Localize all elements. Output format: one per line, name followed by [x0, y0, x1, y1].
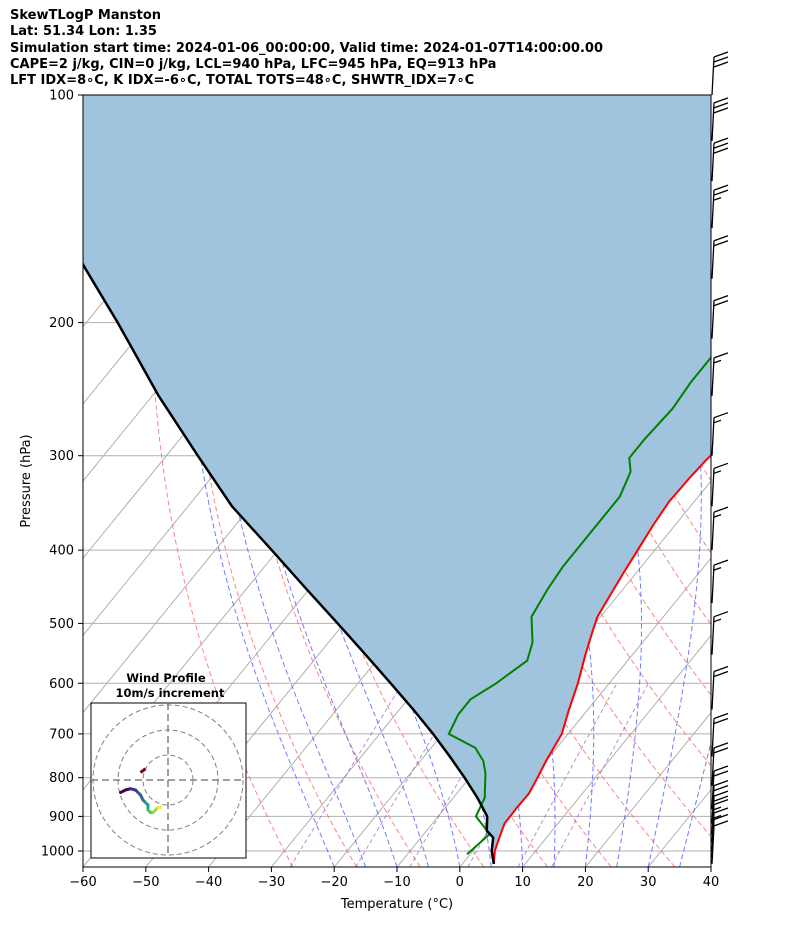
isotherm: [83, 95, 84, 96]
moist-adiabat: [710, 865, 711, 867]
inset-subtitle: 10m/s increment: [116, 686, 225, 700]
x-tick-label: 30: [640, 875, 657, 890]
stability-indices: LFT IDX=8∘C, K IDX=-6∘C, TOTAL TOTS=48∘C…: [10, 73, 475, 89]
x-tick-label: 10: [514, 875, 531, 890]
wind-barb: [711, 412, 729, 456]
y-tick-label: 600: [49, 677, 74, 692]
isotherm: [459, 557, 711, 867]
chart-header: SkewTLogP Manston Lat: 51.34 Lon: 1.35 S…: [10, 8, 603, 89]
simulation-times: Simulation start time: 2024-01-06_00:00:…: [10, 40, 603, 56]
dry-adiabat: [455, 95, 711, 696]
x-tick-label: −60: [69, 875, 96, 890]
station-coords: Lat: 51.34 Lon: 1.35: [10, 24, 157, 40]
x-tick-label: −50: [132, 875, 159, 890]
wind-barb: [711, 765, 729, 810]
wind-barb: [711, 352, 729, 396]
wind-barb: [711, 137, 729, 182]
wind-barb: [711, 665, 729, 710]
mixing-ratio-line: [551, 683, 649, 867]
y-axis-ticks: 100 200 300 400 500 600 700 800 900 1000: [41, 89, 83, 859]
mixing-ratio-line: [289, 683, 403, 867]
hodograph-segment: [139, 767, 147, 774]
parcel-line: [83, 261, 496, 865]
wind-barb: [711, 742, 729, 786]
wind-barb: [711, 294, 729, 339]
wind-barb: [711, 712, 729, 757]
y-tick-label: 400: [49, 544, 74, 559]
wind-barb: [711, 813, 729, 858]
y-tick-label: 700: [49, 727, 74, 742]
temperature-line: [492, 453, 711, 864]
x-tick-label: 0: [456, 875, 464, 890]
y-axis-label: Pressure (hPa): [19, 434, 34, 527]
dry-adiabat: [150, 95, 294, 867]
dewpoint-line: [447, 355, 711, 855]
y-tick-label: 500: [49, 617, 74, 632]
wind-barb: [711, 820, 729, 864]
isotherm: [585, 711, 711, 867]
moist-adiabat: [255, 95, 429, 867]
y-tick-label: 1000: [41, 844, 74, 859]
y-tick-label: 300: [49, 449, 74, 464]
x-tick-label: −20: [320, 875, 347, 890]
hodograph-inset: Wind Profile 10m/s increment: [90, 671, 247, 859]
x-axis-label: Temperature (°C): [340, 897, 453, 912]
dry-adiabat: [749, 95, 794, 867]
x-tick-label: 40: [703, 875, 720, 890]
y-tick-label: 800: [49, 771, 74, 786]
x-tick-label: −40: [195, 875, 222, 890]
y-tick-label: 200: [49, 316, 74, 331]
wind-barb: [711, 462, 729, 507]
isotherm: [710, 866, 711, 867]
wind-barb: [711, 97, 729, 141]
y-tick-label: 900: [49, 810, 74, 825]
cape-area: [83, 95, 711, 864]
wind-barb: [711, 235, 729, 279]
mixing-ratio-line: [409, 683, 516, 867]
hodograph: [91, 703, 246, 858]
cape-shading: [83, 95, 711, 864]
dry-adiabat: [781, 95, 794, 867]
dry-adiabat: [716, 95, 794, 867]
wind-barb: [711, 506, 729, 551]
profile-lines: [83, 261, 711, 865]
wind-barb: [711, 184, 729, 229]
wind-barb: [711, 559, 729, 604]
wind-barbs: [711, 51, 729, 864]
station-title: SkewTLogP Manston: [10, 8, 162, 23]
moist-adiabat: [230, 95, 398, 867]
x-axis-ticks: −60 −50 −40 −30 −20 −10 0 10 20 30 40: [69, 867, 719, 890]
wind-barb: [711, 51, 729, 96]
cape-indices: CAPE=2 j/kg, CIN=0 j/kg, LCL=940 hPa, LF…: [10, 56, 497, 72]
x-tick-label: 20: [577, 875, 594, 890]
isotherm: [522, 634, 711, 867]
x-tick-label: −30: [258, 875, 285, 890]
x-tick-label: −10: [383, 875, 410, 890]
mixing-ratio-line: [517, 683, 618, 867]
inset-title: Wind Profile: [126, 671, 206, 685]
wind-barb: [711, 611, 729, 655]
y-tick-label: 100: [49, 89, 74, 104]
